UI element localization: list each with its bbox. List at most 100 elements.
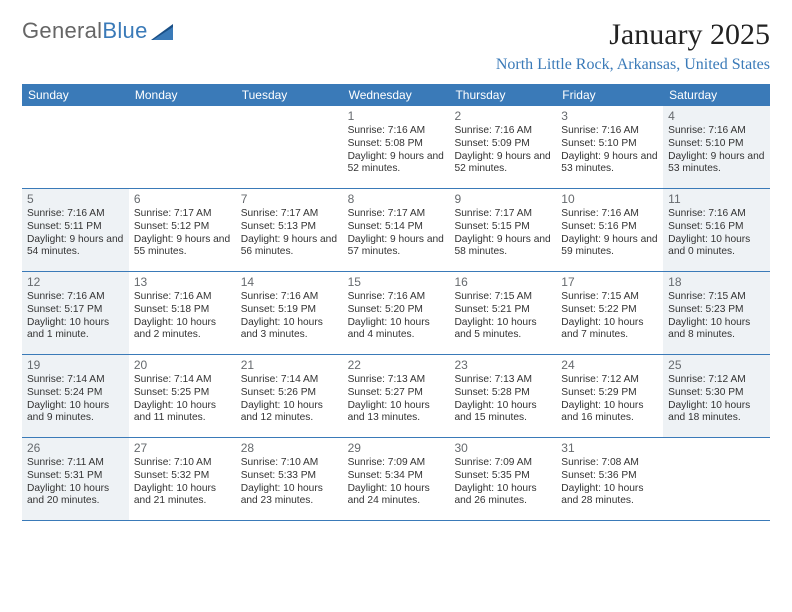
day-cell: 30 Sunrise: 7:09 AMSunset: 5:35 PMDayligh… (449, 438, 556, 520)
day-number: 17 (561, 275, 658, 289)
day-cell (22, 106, 129, 188)
day-detail: Sunrise: 7:16 AMSunset: 5:17 PMDaylight:… (27, 291, 124, 342)
week-row: 5 Sunrise: 7:16 AMSunset: 5:11 PMDaylight… (22, 189, 770, 272)
day-cell: 25 Sunrise: 7:12 AMSunset: 5:30 PMDayligh… (663, 355, 770, 437)
week-row: 12 Sunrise: 7:16 AMSunset: 5:17 PMDayligh… (22, 272, 770, 355)
day-cell: 26 Sunrise: 7:11 AMSunset: 5:31 PMDayligh… (22, 438, 129, 520)
day-detail: Sunrise: 7:17 AMSunset: 5:13 PMDaylight:… (241, 208, 338, 259)
day-cell: 12 Sunrise: 7:16 AMSunset: 5:17 PMDayligh… (22, 272, 129, 354)
day-cell: 9Sunrise: 7:17 AMSunset: 5:15 PMDaylight… (449, 189, 556, 271)
logo-triangle-icon (151, 24, 173, 40)
day-header: Thursday (449, 84, 556, 106)
day-detail: Sunrise: 7:12 AMSunset: 5:30 PMDaylight:… (668, 374, 765, 425)
day-cell: 5 Sunrise: 7:16 AMSunset: 5:11 PMDaylight… (22, 189, 129, 271)
logo-text-blue: Blue (102, 18, 147, 43)
day-number: 15 (348, 275, 445, 289)
day-number: 26 (27, 441, 124, 455)
day-header: Wednesday (343, 84, 450, 106)
day-header: Friday (556, 84, 663, 106)
day-detail: Sunrise: 7:13 AMSunset: 5:28 PMDaylight:… (454, 374, 551, 425)
day-detail: Sunrise: 7:16 AMSunset: 5:16 PMDaylight:… (561, 208, 658, 259)
day-number: 12 (27, 275, 124, 289)
day-detail: Sunrise: 7:09 AMSunset: 5:35 PMDaylight:… (454, 457, 551, 508)
logo-text-general: General (22, 18, 102, 43)
day-number: 31 (561, 441, 658, 455)
day-detail: Sunrise: 7:16 AMSunset: 5:18 PMDaylight:… (134, 291, 231, 342)
page-header: GeneralBlue January 2025 North Little Ro… (22, 18, 770, 74)
day-number: 21 (241, 358, 338, 372)
day-number: 22 (348, 358, 445, 372)
day-cell: 13 Sunrise: 7:16 AMSunset: 5:18 PMDayligh… (129, 272, 236, 354)
day-number: 30 (454, 441, 551, 455)
day-detail: Sunrise: 7:16 AMSunset: 5:19 PMDaylight:… (241, 291, 338, 342)
day-header: Tuesday (236, 84, 343, 106)
day-cell: 20 Sunrise: 7:14 AMSunset: 5:25 PMDayligh… (129, 355, 236, 437)
day-cell: 16 Sunrise: 7:15 AMSunset: 5:21 PMDayligh… (449, 272, 556, 354)
title-block: January 2025 North Little Rock, Arkansas… (496, 18, 770, 74)
day-detail: Sunrise: 7:16 AMSunset: 5:11 PMDaylight:… (27, 208, 124, 259)
day-number: 1 (348, 109, 445, 123)
day-number: 28 (241, 441, 338, 455)
day-detail: Sunrise: 7:16 AMSunset: 5:10 PMDaylight:… (668, 125, 765, 176)
day-detail: Sunrise: 7:17 AMSunset: 5:15 PMDaylight:… (454, 208, 551, 259)
week-row: 19Sunrise: 7:14 AMSunset: 5:24 PMDayligh… (22, 355, 770, 438)
day-cell: 11 Sunrise: 7:16 AMSunset: 5:16 PMDayligh… (663, 189, 770, 271)
day-number: 13 (134, 275, 231, 289)
day-number: 24 (561, 358, 658, 372)
day-detail: Sunrise: 7:16 AMSunset: 5:09 PMDaylight:… (454, 125, 551, 176)
day-number: 3 (561, 109, 658, 123)
day-detail: Sunrise: 7:16 AMSunset: 5:10 PMDaylight:… (561, 125, 658, 176)
day-number: 10 (561, 192, 658, 206)
day-cell (129, 106, 236, 188)
day-detail: Sunrise: 7:16 AMSunset: 5:20 PMDaylight:… (348, 291, 445, 342)
day-cell: 28 Sunrise: 7:10 AMSunset: 5:33 PMDayligh… (236, 438, 343, 520)
day-detail: Sunrise: 7:10 AMSunset: 5:32 PMDaylight:… (134, 457, 231, 508)
day-number: 8 (348, 192, 445, 206)
day-cell: 3 Sunrise: 7:16 AMSunset: 5:10 PMDaylight… (556, 106, 663, 188)
day-detail: Sunrise: 7:12 AMSunset: 5:29 PMDaylight:… (561, 374, 658, 425)
day-cell: 10 Sunrise: 7:16 AMSunset: 5:16 PMDayligh… (556, 189, 663, 271)
brand-logo: GeneralBlue (22, 18, 173, 44)
day-cell: 29 Sunrise: 7:09 AMSunset: 5:34 PMDayligh… (343, 438, 450, 520)
day-cell: 24 Sunrise: 7:12 AMSunset: 5:29 PMDayligh… (556, 355, 663, 437)
location-text: North Little Rock, Arkansas, United Stat… (496, 56, 770, 74)
day-detail: Sunrise: 7:09 AMSunset: 5:34 PMDaylight:… (348, 457, 445, 508)
day-detail: Sunrise: 7:15 AMSunset: 5:22 PMDaylight:… (561, 291, 658, 342)
day-number: 25 (668, 358, 765, 372)
day-detail: Sunrise: 7:11 AMSunset: 5:31 PMDaylight:… (27, 457, 124, 508)
day-detail: Sunrise: 7:16 AMSunset: 5:08 PMDaylight:… (348, 125, 445, 176)
day-cell: 4Sunrise: 7:16 AMSunset: 5:10 PMDaylight… (663, 106, 770, 188)
day-headers-row: SundayMondayTuesdayWednesdayThursdayFrid… (22, 84, 770, 106)
day-cell (236, 106, 343, 188)
day-detail: Sunrise: 7:17 AMSunset: 5:14 PMDaylight:… (348, 208, 445, 259)
day-number: 6 (134, 192, 231, 206)
day-detail: Sunrise: 7:16 AMSunset: 5:16 PMDaylight:… (668, 208, 765, 259)
day-detail: Sunrise: 7:10 AMSunset: 5:33 PMDaylight:… (241, 457, 338, 508)
day-cell: 23Sunrise: 7:13 AMSunset: 5:28 PMDayligh… (449, 355, 556, 437)
day-detail: Sunrise: 7:13 AMSunset: 5:27 PMDaylight:… (348, 374, 445, 425)
day-detail: Sunrise: 7:17 AMSunset: 5:12 PMDaylight:… (134, 208, 231, 259)
week-row: 26 Sunrise: 7:11 AMSunset: 5:31 PMDayligh… (22, 438, 770, 521)
day-number: 27 (134, 441, 231, 455)
day-cell: 14Sunrise: 7:16 AMSunset: 5:19 PMDayligh… (236, 272, 343, 354)
day-detail: Sunrise: 7:15 AMSunset: 5:23 PMDaylight:… (668, 291, 765, 342)
day-number: 29 (348, 441, 445, 455)
day-detail: Sunrise: 7:14 AMSunset: 5:25 PMDaylight:… (134, 374, 231, 425)
calendar: SundayMondayTuesdayWednesdayThursdayFrid… (22, 84, 770, 521)
day-cell: 18Sunrise: 7:15 AMSunset: 5:23 PMDayligh… (663, 272, 770, 354)
day-detail: Sunrise: 7:14 AMSunset: 5:26 PMDaylight:… (241, 374, 338, 425)
day-cell: 22 Sunrise: 7:13 AMSunset: 5:27 PMDayligh… (343, 355, 450, 437)
day-detail: Sunrise: 7:08 AMSunset: 5:36 PMDaylight:… (561, 457, 658, 508)
day-cell: 7Sunrise: 7:17 AMSunset: 5:13 PMDaylight… (236, 189, 343, 271)
day-number: 20 (134, 358, 231, 372)
day-detail: Sunrise: 7:15 AMSunset: 5:21 PMDaylight:… (454, 291, 551, 342)
day-cell (663, 438, 770, 520)
day-cell: 21 Sunrise: 7:14 AMSunset: 5:26 PMDayligh… (236, 355, 343, 437)
day-number: 11 (668, 192, 765, 206)
day-cell: 8 Sunrise: 7:17 AMSunset: 5:14 PMDaylight… (343, 189, 450, 271)
day-number: 5 (27, 192, 124, 206)
day-cell: 15 Sunrise: 7:16 AMSunset: 5:20 PMDayligh… (343, 272, 450, 354)
day-number: 16 (454, 275, 551, 289)
day-cell: 17 Sunrise: 7:15 AMSunset: 5:22 PMDayligh… (556, 272, 663, 354)
day-number: 2 (454, 109, 551, 123)
